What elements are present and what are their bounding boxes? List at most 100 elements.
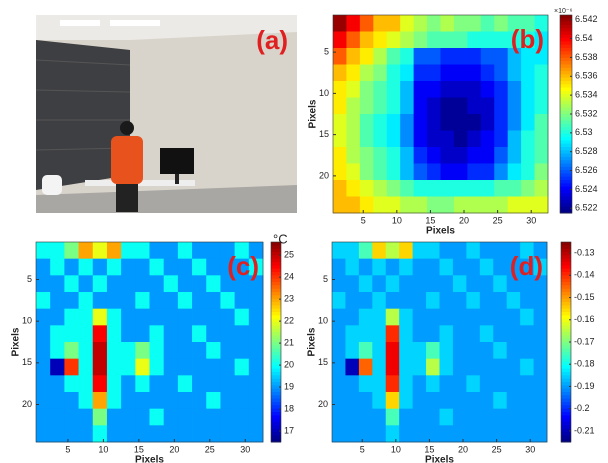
- heat-cell: [481, 98, 495, 115]
- colorbar-strip: [561, 249, 571, 253]
- heat-cell: [387, 197, 401, 214]
- heat-cell: [192, 292, 207, 309]
- heat-cell: [467, 164, 481, 181]
- heat-cell: [36, 359, 51, 376]
- heat-cell: [481, 147, 495, 164]
- colorbar-strip: [560, 197, 572, 201]
- colorbar-strip: [560, 173, 572, 177]
- heat-cell: [192, 392, 207, 409]
- heat-cell: [93, 409, 108, 426]
- heat-cell: [480, 392, 494, 409]
- heat-cell: [359, 425, 373, 442]
- heat-cell: [441, 65, 455, 82]
- colorbar-strip: [560, 84, 572, 88]
- heat-cell: [346, 15, 360, 32]
- colorbar-strip: [561, 252, 571, 256]
- colorbar-tick-label: 6.54: [575, 33, 593, 43]
- heat-cell: [373, 65, 387, 82]
- colorbar-tick-label: 6.528: [575, 146, 598, 156]
- heat-cell: [480, 425, 494, 442]
- heat-cell: [332, 292, 346, 309]
- heat-cell: [466, 425, 480, 442]
- heat-cell: [36, 342, 51, 359]
- colorbar-strip: [560, 91, 572, 95]
- heat-cell: [535, 180, 549, 197]
- heat-cell: [360, 197, 374, 214]
- colorbar-strip: [561, 322, 571, 326]
- colorbar-strip: [561, 345, 571, 349]
- heat-cell: [372, 359, 386, 376]
- heat-cell: [121, 375, 136, 392]
- heat-cell: [235, 359, 250, 376]
- heat-cell: [494, 32, 508, 49]
- heat-cell: [426, 409, 440, 426]
- heat-cell: [494, 15, 508, 32]
- colorbar-tick-label: -0.13: [574, 247, 595, 257]
- heat-cell: [387, 180, 401, 197]
- heat-cell: [387, 81, 401, 98]
- heat-cell: [150, 375, 165, 392]
- heat-cell: [387, 114, 401, 131]
- heat-cell: [332, 259, 346, 276]
- colorbar-strip: [271, 249, 281, 253]
- colorbar-tick-label: 20: [284, 359, 294, 369]
- colorbar-tick-label: -0.21: [574, 425, 595, 435]
- heat-cell: [427, 65, 441, 82]
- heat-cell: [332, 242, 346, 259]
- heat-cell: [93, 342, 108, 359]
- heat-cell: [386, 342, 400, 359]
- heat-cell: [64, 375, 79, 392]
- colorbar-strip: [561, 332, 571, 336]
- colorbar-strip: [561, 425, 571, 429]
- heat-cell: [466, 342, 480, 359]
- heat-cell: [359, 409, 373, 426]
- heat-cell: [493, 392, 507, 409]
- colorbar-strip: [560, 51, 572, 55]
- heat-cell: [360, 32, 374, 49]
- heat-cell: [507, 409, 521, 426]
- colorbar-unit: °C: [273, 231, 288, 246]
- heat-cell: [400, 32, 414, 49]
- heat-cell: [521, 147, 535, 164]
- heat-cell: [373, 180, 387, 197]
- heat-cell: [481, 197, 495, 214]
- heat-cell: [235, 325, 250, 342]
- heat-cell: [333, 114, 347, 131]
- heat-cell: [507, 292, 521, 309]
- heat-cell: [534, 425, 548, 442]
- heat-cell: [467, 147, 481, 164]
- heat-cell: [520, 425, 534, 442]
- heat-cell: [427, 98, 441, 115]
- x-tick-label: 30: [240, 444, 250, 454]
- colorbar-strip: [561, 352, 571, 356]
- y-axis-label: Pixels: [11, 327, 22, 356]
- heat-cell: [414, 98, 428, 115]
- colorbar-strip: [561, 302, 571, 306]
- heat-cell: [466, 242, 480, 259]
- x-tick-label: 15: [424, 444, 434, 454]
- heat-cell: [249, 359, 264, 376]
- colorbar-strip: [561, 242, 571, 246]
- colorbar-strip: [271, 419, 281, 423]
- colorbar-strip: [560, 144, 572, 148]
- heat-cell: [467, 98, 481, 115]
- colorbar-tick-label: -0.18: [574, 359, 595, 369]
- heat-cell: [164, 425, 179, 442]
- heat-cell: [387, 65, 401, 82]
- heat-cell: [399, 392, 413, 409]
- heat-cell: [164, 259, 179, 276]
- heat-cell: [427, 48, 441, 65]
- heat-cell: [400, 48, 414, 65]
- heat-cell: [249, 375, 264, 392]
- heat-cell: [480, 325, 494, 342]
- heat-cell: [164, 359, 179, 376]
- photo-light: [110, 20, 160, 26]
- heat-cell: [534, 309, 548, 326]
- heat-cell: [332, 309, 346, 326]
- heat-cell: [441, 114, 455, 131]
- colorbar-strip: [271, 349, 281, 353]
- colorbar-strip: [271, 319, 281, 323]
- heat-cell: [400, 197, 414, 214]
- heat-cell: [50, 242, 65, 259]
- heat-cell: [360, 65, 374, 82]
